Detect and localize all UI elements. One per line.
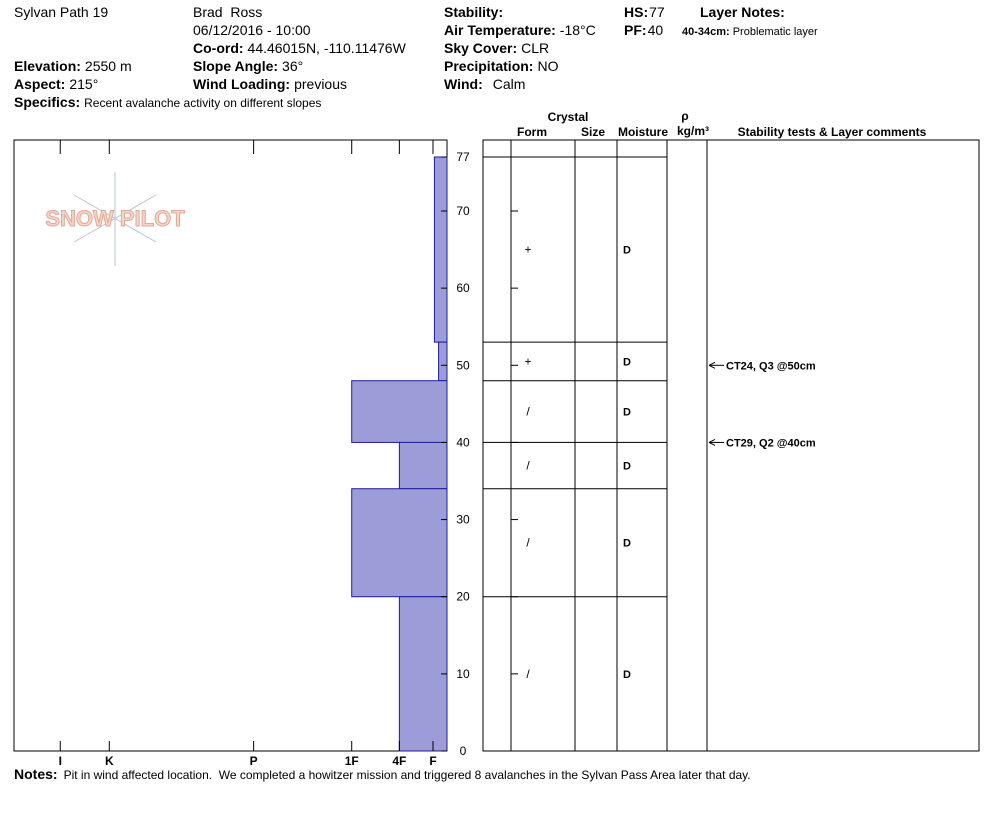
field-label: Air Temperature: — [444, 22, 556, 38]
field-label: Elevation: — [14, 58, 81, 74]
column-header: ρ — [681, 109, 688, 123]
header-field: PF:40 — [624, 22, 663, 38]
column-header: kg/m³ — [677, 124, 709, 138]
field-value: 215° — [69, 76, 98, 92]
layer-note-range: 40-34cm: — [682, 26, 730, 38]
grain-form: / — [526, 667, 530, 681]
field-label: Aspect: — [14, 76, 65, 92]
header-field: Sky Cover: CLR — [444, 40, 549, 56]
grain-form: / — [526, 405, 530, 419]
field-value: previous — [294, 76, 347, 92]
hardness-bar — [351, 488, 448, 598]
field-label: Wind: — [444, 76, 483, 92]
y-tick-label: 50 — [456, 358, 470, 372]
hardness-bar — [351, 380, 448, 443]
y-tick-label: 40 — [456, 435, 470, 449]
header-field: Wind: Calm — [444, 76, 525, 92]
logo — [73, 172, 157, 266]
hardness-bar — [438, 341, 448, 382]
test-label: CT29, Q2 @40cm — [726, 437, 816, 449]
y-tick-label: 77 — [456, 150, 470, 164]
field-label: HS: — [624, 4, 648, 20]
field-label: Stability: — [444, 4, 503, 20]
notes: Notes: Pit in wind affected location. We … — [14, 766, 751, 782]
field-value: -18°C — [560, 22, 596, 38]
arrow-head — [708, 361, 716, 369]
moisture: D — [623, 461, 631, 473]
field-value: 77 — [649, 4, 665, 20]
x-tick-label: F — [429, 754, 436, 768]
field-value: 40 — [648, 22, 664, 38]
moisture: D — [623, 245, 631, 257]
header-field: Wind Loading: previous — [193, 76, 347, 92]
test-label: CT24, Q3 @50cm — [726, 360, 816, 372]
layer-notes-label: Layer Notes: — [700, 4, 785, 20]
hardness-frame — [13, 139, 448, 752]
y-tick-label: 30 — [456, 513, 470, 527]
observer: Brad Ross — [193, 4, 262, 20]
layer-note-text: Problematic layer — [733, 26, 818, 38]
field-label: Slope Angle: — [193, 58, 278, 74]
field-label: Precipitation: — [444, 58, 533, 74]
y-tick-label: 10 — [456, 667, 470, 681]
field-value: Calm — [493, 76, 526, 92]
y-tick-label: 60 — [456, 281, 470, 295]
x-tick-label: P — [250, 754, 258, 768]
column-header: Crystal — [548, 110, 589, 124]
table-frame — [482, 139, 980, 752]
hardness-bar — [398, 441, 448, 490]
header-field: Aspect: 215° — [14, 76, 98, 92]
field-value: 44.46015N, -110.11476W — [248, 40, 407, 56]
header-field: Precipitation: NO — [444, 58, 559, 74]
x-tick-label: I — [59, 754, 62, 768]
x-tick-label: K — [105, 754, 114, 768]
header-field: Stability: — [444, 4, 503, 20]
grain-form: + — [524, 354, 531, 368]
field-value: CLR — [521, 40, 549, 56]
header-field: HS:77 — [624, 4, 665, 20]
column-header: Stability tests & Layer comments — [738, 125, 927, 139]
y-tick-label: 0 — [460, 744, 467, 758]
moisture: D — [623, 356, 631, 368]
header-field: Specifics: Recent avalanche activity on d… — [14, 94, 321, 110]
x-tick-label: 1F — [345, 754, 359, 768]
date-time: 06/12/2016 - 10:00 — [193, 22, 311, 38]
layer-note: 40-34cm: Problematic layer — [682, 26, 818, 38]
notes-text: Pit in wind affected location. We comple… — [64, 768, 751, 782]
field-label: Co-ord: — [193, 40, 244, 56]
moisture: D — [623, 407, 631, 419]
moisture: D — [623, 538, 631, 550]
field-value: 36° — [282, 58, 303, 74]
site-name: Sylvan Path 19 — [14, 4, 108, 20]
field-label: Wind Loading: — [193, 76, 290, 92]
grain-form: / — [526, 536, 530, 550]
hardness-bar — [433, 156, 448, 343]
column-header: Form — [517, 125, 547, 139]
arrow-head — [708, 438, 716, 446]
header-field: Co-ord: 44.46015N, -110.11476W — [193, 40, 407, 56]
header-field: Slope Angle: 36° — [193, 58, 303, 74]
grain-form: / — [526, 459, 530, 473]
y-tick-label: 70 — [456, 204, 470, 218]
notes-label: Notes: — [14, 766, 58, 782]
header-field: Elevation: 2550 m — [14, 58, 132, 74]
y-tick-label: 20 — [456, 590, 470, 604]
field-value: 2550 m — [85, 58, 132, 74]
x-tick-label: 4F — [392, 754, 406, 768]
header-field: Air Temperature: -18°C — [444, 22, 596, 38]
field-label: Sky Cover: — [444, 40, 517, 56]
logo-text: SNOW PILOT — [45, 206, 185, 231]
moisture: D — [623, 669, 631, 681]
column-header: Moisture — [618, 125, 668, 139]
column-header: Size — [581, 125, 605, 139]
hardness-bar — [398, 596, 448, 752]
field-label: PF: — [624, 22, 647, 38]
grain-form: + — [524, 243, 531, 257]
field-value: Recent avalanche activity on different s… — [84, 96, 321, 110]
field-label: Specifics: — [14, 94, 80, 110]
field-value: NO — [537, 58, 558, 74]
